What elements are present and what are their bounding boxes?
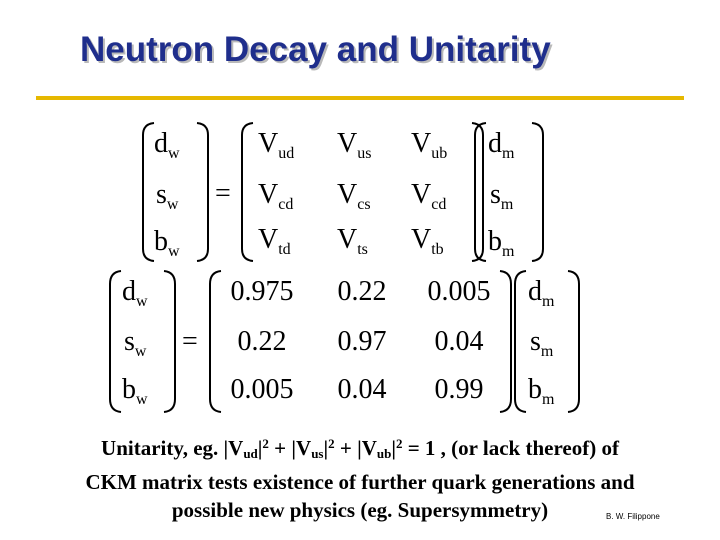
eq2-equals: = — [182, 326, 198, 357]
eq1-vts: Vts — [337, 224, 368, 258]
bar-2: | — [323, 436, 329, 460]
sup-3: 2 — [395, 436, 403, 451]
eq1-vud: Vud — [258, 128, 294, 162]
slide-title: Neutron Decay and Unitarity — [80, 30, 551, 69]
eq1-equals: = — [215, 178, 231, 209]
eq2-lhs-sw: sw — [124, 326, 147, 360]
body-line2: CKM matrix tests existence of further qu… — [85, 470, 635, 494]
eq1-vus: Vus — [337, 128, 371, 162]
eq2-cell-1-3: 0.005 — [428, 276, 491, 307]
eq2-cell-2-2: 0.97 — [338, 326, 387, 357]
eq1-lhs-bw: bw — [154, 226, 180, 260]
sub-ub: ub — [376, 446, 392, 461]
eq2-cell-1-2: 0.22 — [338, 276, 387, 307]
eq1-matrix-left-bracket — [241, 122, 254, 262]
eq1-vcs: Vcs — [337, 179, 371, 213]
author-credit: B. W. Filippone — [606, 512, 660, 521]
unitarity-description: Unitarity, eg. |Vud|2 + |Vus|2 + |Vub|2 … — [20, 430, 700, 524]
eq1-rhs-bm: bm — [488, 226, 515, 260]
eq1-vtb: Vtb — [411, 224, 444, 258]
eq2-lhs-bw: bw — [122, 374, 148, 408]
ckm-equations: dw sw bw = Vud Vus Vub Vcd Vcs Vcd Vtd V… — [109, 122, 580, 413]
title-divider — [36, 96, 684, 100]
eq2-matrix-right-bracket — [499, 270, 512, 413]
eq1-rhs-sm: sm — [490, 179, 514, 213]
eq1-rhs-left-bracket — [474, 122, 487, 262]
body-line1-end: = 1 , (or lack thereof) of — [402, 436, 619, 460]
eq2-cell-2-3: 0.04 — [435, 326, 484, 357]
bar-1: | — [257, 436, 263, 460]
eq2-lhs-right-bracket — [163, 270, 176, 413]
eq1-matrix-right-bracket — [471, 122, 484, 262]
sup-2: 2 — [328, 436, 335, 451]
eq2-rhs-left-bracket — [514, 270, 527, 413]
eq1-lhs-left-bracket — [142, 122, 155, 262]
bar-3: | — [391, 436, 396, 460]
body-line3: possible new physics (eg. Supersymmetry) — [171, 498, 549, 522]
plus-2: + |V — [334, 436, 377, 460]
eq2-lhs-dw: dw — [122, 276, 148, 310]
eq1-vcd: Vcd — [258, 179, 293, 213]
eq2-rhs-dm: dm — [528, 276, 555, 310]
eq1-rhs-right-bracket — [531, 122, 544, 262]
eq2-lhs-left-bracket — [109, 270, 122, 413]
eq2-cell-3-2: 0.04 — [338, 374, 387, 405]
eq2-rhs-bm: bm — [528, 374, 555, 408]
eq1-vub: Vub — [411, 128, 447, 162]
eq2-rhs-sm: sm — [530, 326, 554, 360]
eq1-rhs-dm: dm — [488, 128, 515, 162]
eq2-cell-3-1: 0.005 — [231, 374, 294, 405]
eq1-vtd: Vtd — [258, 224, 291, 258]
plus-1: + |V — [268, 436, 312, 460]
eq1-lhs-right-bracket — [196, 122, 209, 262]
sub-us: us — [311, 446, 324, 461]
eq2-cell-2-1: 0.22 — [238, 326, 287, 357]
sub-ud: ud — [243, 446, 258, 461]
eq2-matrix-left-bracket — [209, 270, 222, 413]
eq2-cell-1-1: 0.975 — [231, 276, 294, 307]
body-line1-start: Unitarity, eg. |V — [101, 436, 244, 460]
eq2-cell-3-3: 0.99 — [435, 374, 484, 405]
eq1-lhs-dw: dw — [154, 128, 180, 162]
sup-1: 2 — [262, 436, 269, 451]
eq1-lhs-sw: sw — [156, 179, 179, 213]
eq2-rhs-right-bracket — [567, 270, 580, 413]
eq1-vcd2: Vcd — [411, 179, 446, 213]
